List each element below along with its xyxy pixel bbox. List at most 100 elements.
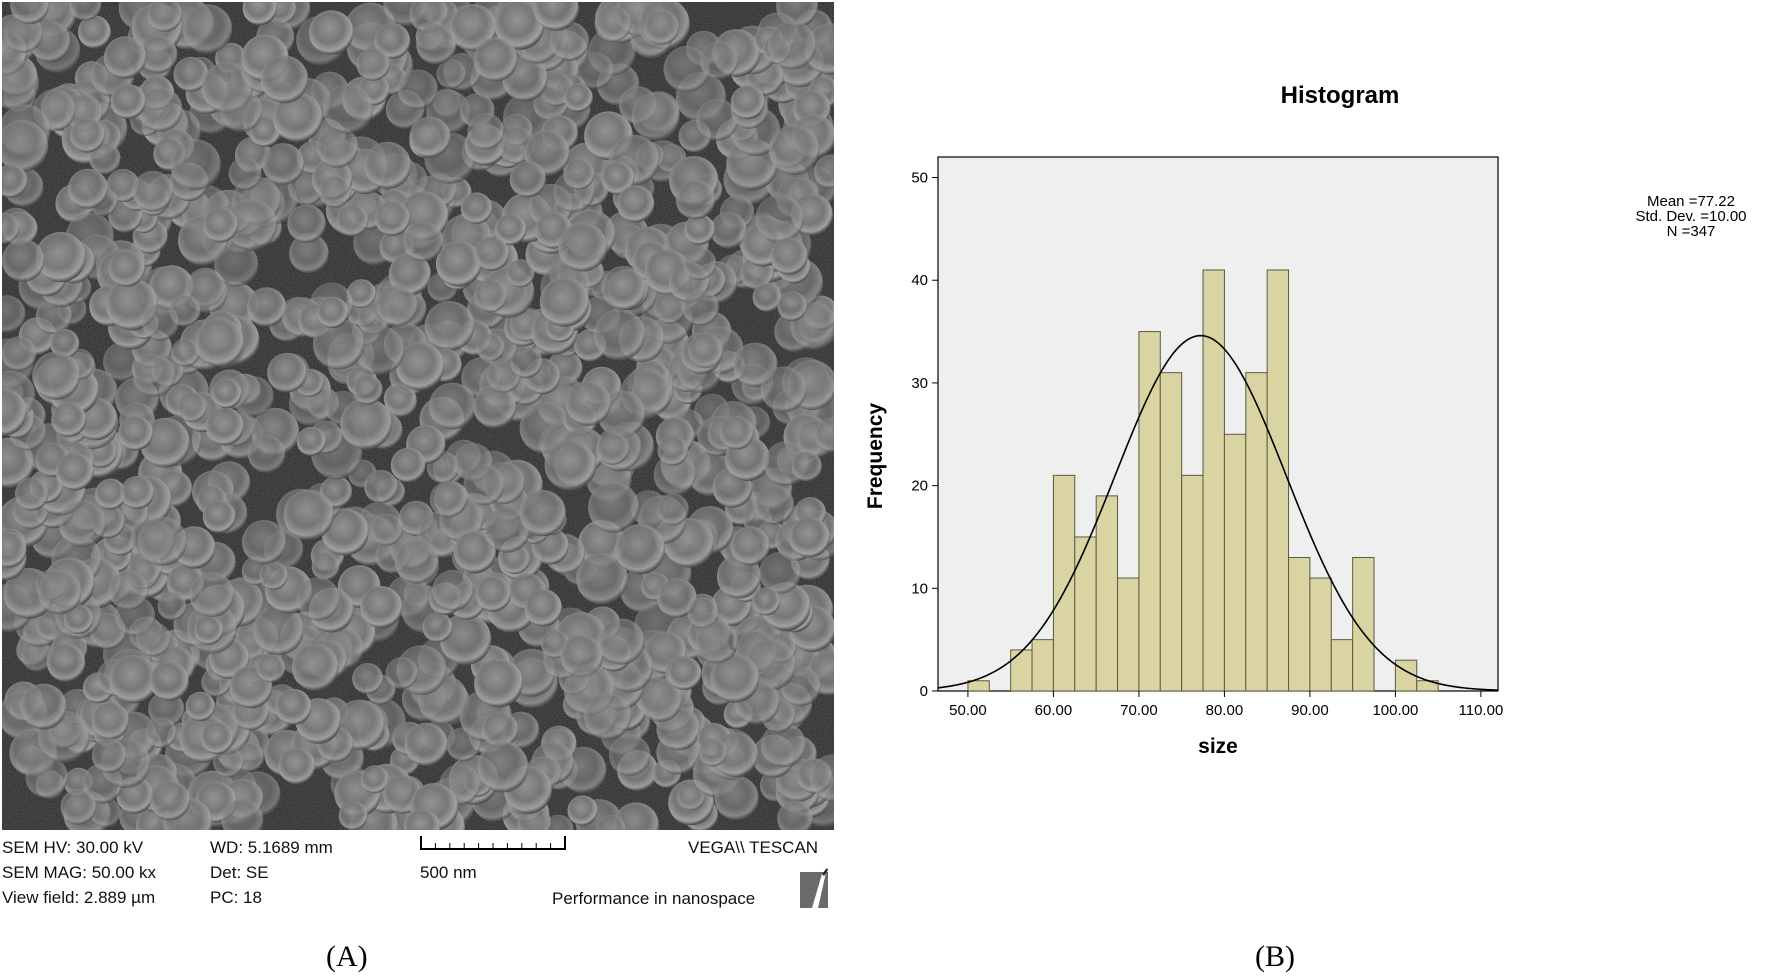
scale-bar-label: 500 nm [420, 863, 477, 882]
nanoparticle [429, 382, 476, 430]
nanoparticle [710, 211, 747, 249]
nanoparticle [494, 2, 545, 50]
nanoparticle [352, 663, 384, 694]
nanoparticle [767, 21, 817, 70]
nanoparticle [260, 55, 309, 104]
nanoparticle [283, 489, 334, 540]
nanoparticle [713, 732, 759, 778]
nanoparticle [777, 800, 813, 830]
panel-a-label: (A) [326, 940, 368, 973]
nanoparticle [374, 200, 410, 236]
nanoparticle [668, 656, 702, 690]
nanoparticle [364, 469, 398, 504]
nanoparticle [355, 325, 405, 375]
nanoparticle [296, 426, 326, 456]
x-tick-label: 100.00 [1372, 702, 1418, 719]
nanoparticle [338, 801, 368, 830]
nanoparticle [2, 58, 39, 110]
nanoparticle [687, 597, 719, 629]
nanoparticle [754, 484, 795, 525]
x-tick-label: 80.00 [1206, 702, 1244, 719]
nanoparticle [616, 185, 655, 223]
nanoparticle [474, 658, 523, 708]
nanoparticle [699, 41, 739, 80]
nanoparticle [576, 552, 628, 605]
nanoparticle [2, 212, 20, 244]
nanoparticle [2, 531, 27, 568]
nanoparticle [340, 397, 392, 450]
nanoparticle [460, 192, 493, 224]
nanoparticle [719, 415, 754, 450]
nanoparticle [185, 691, 215, 722]
nanoparticle [682, 289, 719, 326]
nanoparticle [59, 500, 107, 548]
nanoparticle [108, 250, 145, 287]
nanoparticle [149, 780, 191, 821]
nanoparticle [631, 92, 680, 141]
normal-curve [937, 334, 1499, 691]
nanoparticle [596, 432, 630, 465]
nanoparticle [675, 179, 716, 220]
view-field-text: View field: 2.889 µm [2, 888, 156, 907]
nanoparticle [108, 570, 149, 611]
y-tick-label: 20 [911, 478, 928, 495]
working-distance-text: WD: 5.1689 mm [210, 838, 333, 857]
nanoparticle [137, 516, 187, 566]
nanoparticle [730, 526, 770, 566]
nanoparticle [214, 242, 259, 287]
nanoparticle [385, 657, 418, 690]
nanoparticle [110, 84, 146, 119]
nanoparticle [336, 204, 369, 237]
nanoparticle [139, 35, 178, 74]
x-tick-label: 90.00 [1291, 702, 1329, 719]
nanoparticle [791, 451, 822, 482]
histogram-bar [1288, 557, 1311, 692]
nanoparticle [360, 586, 403, 629]
histogram-chart: 0 10 20 30 40 50 50.00 60.00 70.00 80.00 90.00 100… [864, 156, 1503, 758]
histogram-bar [1309, 577, 1332, 692]
nanoparticle [509, 161, 546, 198]
nanoparticle [613, 802, 659, 830]
nanoparticle [565, 380, 612, 426]
nanoparticle [695, 620, 738, 664]
nanoparticle [316, 125, 359, 168]
nanoparticle [609, 734, 651, 777]
nanoparticle [394, 539, 440, 584]
nanoparticle [173, 56, 209, 92]
nanoparticle [760, 366, 807, 413]
nanoparticle [601, 265, 646, 311]
nanoparticle [262, 143, 305, 185]
nanoparticle [278, 747, 316, 785]
nanoparticle [60, 788, 97, 825]
histogram-bar [1202, 269, 1225, 692]
nanoparticle [374, 23, 411, 59]
nanoparticle [256, 654, 286, 683]
nanoparticle [37, 570, 82, 615]
nanoparticle [710, 653, 760, 703]
nanoparticle [601, 161, 635, 195]
stats-n: N =347 [1666, 223, 1716, 240]
nanoparticle [10, 2, 50, 25]
nanoparticle [291, 644, 339, 691]
nanoparticle [95, 478, 127, 510]
nanoparticle [149, 661, 189, 701]
nanoparticle [4, 14, 43, 53]
nanoparticle [51, 402, 87, 437]
sem-mag-text: SEM MAG: 50.00 kx [2, 863, 156, 882]
nanoparticle [476, 333, 505, 362]
y-tick-label: 50 [911, 170, 928, 187]
x-axis-label: size [1198, 735, 1238, 758]
nanoparticle [2, 164, 28, 198]
nanoparticle [422, 612, 453, 643]
nanoparticle [89, 142, 121, 175]
nanoparticle [657, 435, 689, 466]
nanoparticle [477, 741, 529, 793]
nanoparticle [346, 279, 376, 309]
nanoparticle [588, 481, 640, 533]
pc-text: PC: 18 [210, 888, 262, 907]
nanoparticle [654, 291, 686, 324]
nanoparticle [364, 141, 412, 189]
nanoparticle [246, 287, 287, 327]
sem-micrograph-texture [2, 2, 834, 830]
x-tick-label: 60.00 [1035, 702, 1073, 719]
